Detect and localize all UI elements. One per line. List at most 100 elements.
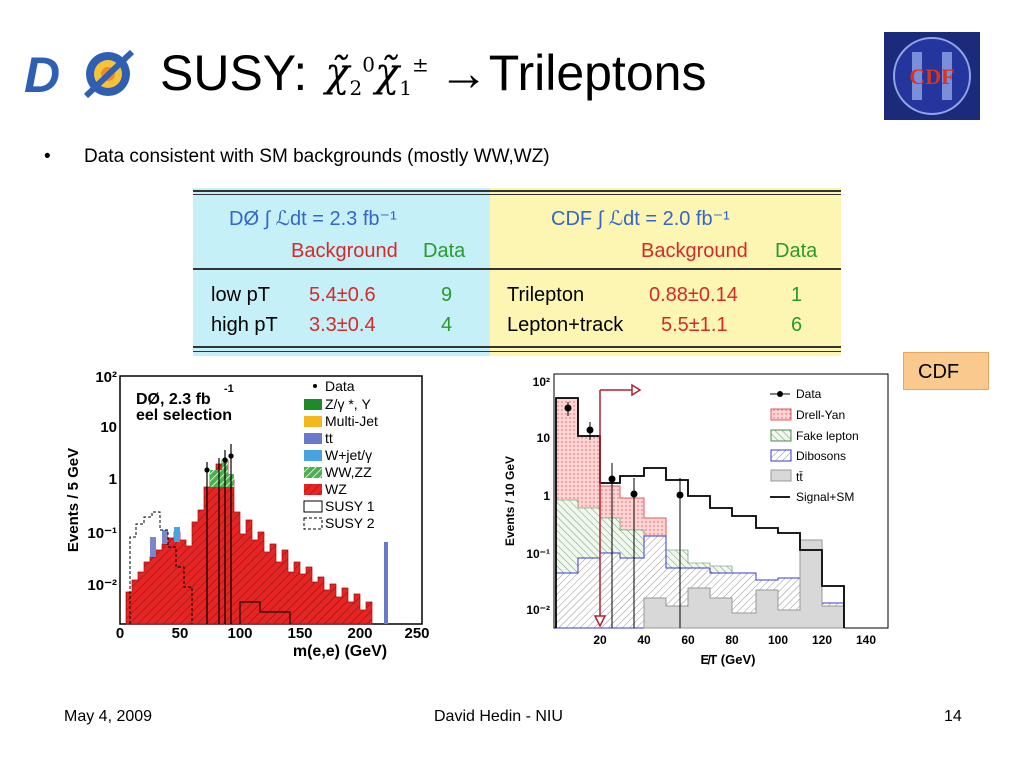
legend-label: SUSY 1 [325,498,375,514]
d0-mass-plot: DØ, 2.3 fb -1 eel selection Events / 5 G… [60,362,435,667]
cdf-x-axis-label: E̸T (GeV) [701,652,756,667]
y-tick: 1 [109,471,117,488]
cdf-met-plot: Events / 10 GeV E̸T (GeV) 10² 10 1 10⁻¹ … [500,368,900,673]
slide-title: SUSY: χ̃20χ̃1± →Trileptons [160,35,706,118]
x-tick: 50 [172,625,189,642]
d0-plot-label: DØ, 2.3 fb [136,391,211,408]
cdf-row-bkg: 5.5±1.1 [661,314,728,336]
svg-text:D: D [24,47,60,102]
cdf-row-name: Trilepton [507,284,585,306]
x-tick: 200 [347,625,372,642]
legend-marker [304,399,322,410]
legend-label: Signal+SM [796,490,854,504]
legend-label: W+jet/γ [325,447,372,463]
d0-plot-sublabel: eel selection [136,407,232,424]
cdf-data-points [564,402,684,628]
legend-label: Fake lepton [796,429,859,443]
legend-label: tt̄ [796,470,803,484]
wjet-histogram [174,527,180,542]
cdf-logo: CDF [884,32,980,120]
legend-marker [304,467,322,478]
bullet-symbol: • [44,146,51,167]
legend-label: Dibosons [796,449,846,463]
d0-row-data: 9 [441,284,453,306]
cut-arrow [593,383,642,628]
legend-marker [777,391,783,397]
legend-label: tt [325,430,333,446]
legend-marker [303,517,323,530]
x-tick: 150 [287,625,312,642]
d0-logo: D [20,46,144,103]
cdf-legend: Data Drell-Yan Fake lepton Dibosons tt̄ … [770,387,859,504]
legend-label: Data [325,378,355,394]
cdf-label: CDF [903,352,989,390]
legend-label: Drell-Yan [796,408,845,422]
table-rule [193,190,841,192]
x-tick: 40 [637,633,651,647]
title-prefix: SUSY: [160,44,308,101]
x-tick: 0 [116,625,124,642]
legend-label: Z/γ *, Y [325,396,372,412]
x-tick: 60 [681,633,695,647]
footer-page-number: 14 [944,708,962,725]
bullet-text: Data consistent with SM backgrounds (mos… [84,146,550,167]
d0-background-header: Background [291,240,398,262]
results-table: DØ ∫ ℒdt = 2.3 fb⁻¹ Background Data CDF … [193,188,841,356]
d0-row-data: 4 [441,314,453,336]
cdf-row-bkg: 0.88±0.14 [649,284,738,306]
y-tick: 1 [543,489,550,503]
ttbar-histogram [150,537,156,557]
cdf-table-panel [490,188,841,356]
cdf-row-data: 1 [791,284,803,306]
data-point [204,467,210,473]
x-tick: 120 [812,633,832,647]
legend-marker [304,433,322,444]
legend-label: Multi-Jet [325,413,378,429]
d0-data-header: Data [423,240,466,262]
cdf-background-header: Background [641,240,748,262]
y-tick: 10 [537,431,551,445]
ttbar-histogram [162,530,168,544]
d0-y-axis-label: Events / 5 GeV [65,448,82,552]
x-tick: 20 [593,633,607,647]
table-rule [193,268,841,270]
cdf-lumi-header: CDF ∫ ℒdt = 2.0 fb⁻¹ [551,208,730,230]
cdf-logo-text: CDF [909,64,954,89]
d0-plot-label-sup: -1 [224,383,234,395]
cdf-row-data: 6 [791,314,803,336]
legend-marker [303,500,323,513]
legend-marker [304,450,322,461]
y-tick: 10⁻² [526,603,550,617]
susy2-histogram [129,511,193,624]
data-point [228,453,234,459]
legend-marker [770,408,792,421]
d0-row-name: high pT [211,314,278,336]
cdf-y-axis-label: Events / 10 GeV [503,456,517,546]
d0-data-points [204,444,234,624]
y-tick: 10⁻¹ [526,547,550,561]
d0-table-panel [193,188,490,356]
x-tick: 250 [404,625,429,642]
title-arrow: → [438,44,489,101]
legend-label: SUSY 2 [325,515,375,531]
data-point [222,457,228,463]
d0-row-bkg: 3.3±0.4 [309,314,376,336]
y-tick: 10² [95,369,117,386]
legend-marker [770,469,792,482]
susy1-histogram [239,601,291,624]
legend-label: Data [796,387,822,401]
d0-lumi-header: DØ ∫ ℒdt = 2.3 fb⁻¹ [229,208,397,230]
legend-label: WZ [325,481,347,497]
d0-legend: Data Z/γ *, Y Multi-Jet tt W+jet/γ WW,ZZ… [303,378,378,531]
y-tick: 10⁻¹ [87,525,117,542]
title-suffix: Trileptons [488,44,707,101]
legend-marker [770,429,792,442]
d0-row-bkg: 5.4±0.6 [309,284,376,306]
x-tick: 100 [768,633,788,647]
footer-author: David Hedin - NIU [434,708,563,725]
table-rule [193,346,841,348]
y-tick: 10² [533,375,550,389]
table-rule [193,194,841,195]
legend-marker [770,449,792,462]
legend-label: WW,ZZ [325,464,372,480]
